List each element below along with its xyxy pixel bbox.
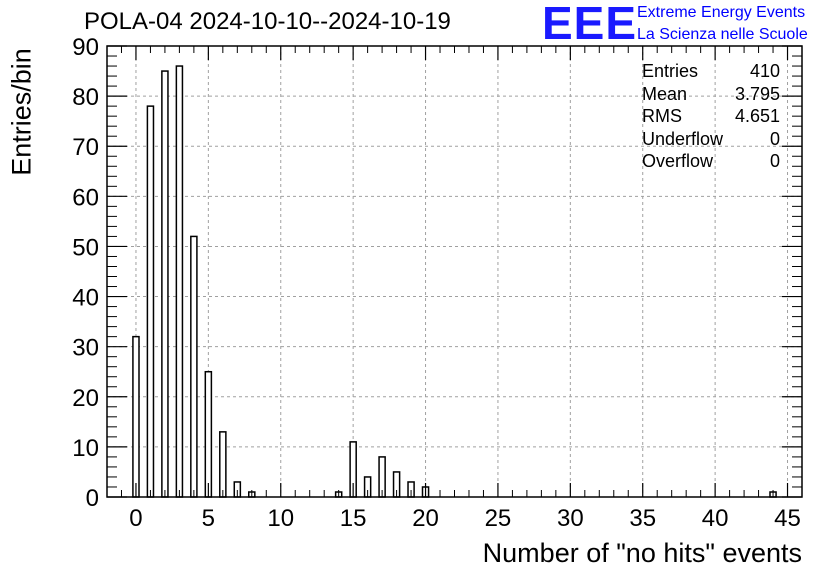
y-tick-label: 90 [72, 34, 99, 61]
y-tick-label: 60 [72, 184, 99, 211]
x-tick-label: 5 [202, 505, 215, 532]
x-tick-label: 30 [557, 505, 584, 532]
stats-label: Underflow [642, 128, 724, 149]
histogram-bar [132, 335, 140, 498]
stats-value: 3.795 [734, 83, 780, 104]
y-tick-label: 10 [72, 435, 99, 462]
histogram-bar [175, 65, 184, 498]
stats-box: Entries 410 Mean 3.795 RMS 4.651 Underfl… [642, 60, 780, 173]
histogram-bar [190, 235, 198, 498]
y-tick-label: 40 [72, 285, 99, 312]
x-tick-label: 10 [267, 505, 294, 532]
x-tick-label: 0 [129, 505, 142, 532]
stats-row-underflow: Underflow 0 [642, 128, 780, 151]
stats-row-mean: Mean 3.795 [642, 83, 780, 106]
stats-label: Entries [642, 61, 699, 81]
x-tick-label: 15 [340, 505, 367, 532]
x-tick-label: 40 [702, 505, 729, 532]
logo-line-1: Extreme Energy Events [637, 4, 806, 21]
histogram-bar [219, 431, 227, 498]
histogram-bar [204, 370, 213, 498]
axes: 0 5 10 15 20 25 30 35 40 45 0 10 20 30 40 50 60 70 80 90 [72, 34, 803, 532]
stats-label: RMS [642, 106, 682, 126]
y-axis-label: Entries/bin [6, 48, 37, 176]
stats-label: Overflow [642, 151, 714, 171]
x-tick-label: 45 [774, 505, 801, 532]
stats-value: 0 [769, 128, 780, 149]
y-tick-label: 50 [72, 234, 99, 261]
chart-title: POLA-04 2024-10-10--2024-10-19 [84, 8, 451, 35]
y-tick-label: 30 [72, 335, 99, 362]
x-tick-label: 20 [412, 505, 439, 532]
histogram-bar [146, 105, 155, 498]
eee-logo: EEE [542, 0, 638, 49]
stats-value: 0 [769, 151, 780, 171]
stats-row-entries: Entries 410 [642, 60, 780, 83]
y-tick-label: 0 [86, 485, 99, 512]
x-axis-label: Number of "no hits" events [482, 538, 802, 568]
stats-row-overflow: Overflow 0 [642, 150, 780, 173]
y-tick-label: 20 [72, 385, 99, 412]
x-tick-label: 25 [485, 505, 512, 532]
stats-value: 410 [749, 61, 780, 81]
logo-line-2: La Scienza nelle Scuole [637, 26, 808, 43]
histogram-bar [161, 70, 169, 498]
stats-row-rms: RMS 4.651 [642, 105, 780, 128]
x-tick-label: 35 [629, 505, 656, 532]
y-tick-label: 70 [72, 134, 99, 161]
stats-value: 4.651 [734, 106, 780, 126]
stats-label: Mean [642, 83, 688, 104]
y-tick-label: 80 [72, 84, 99, 111]
